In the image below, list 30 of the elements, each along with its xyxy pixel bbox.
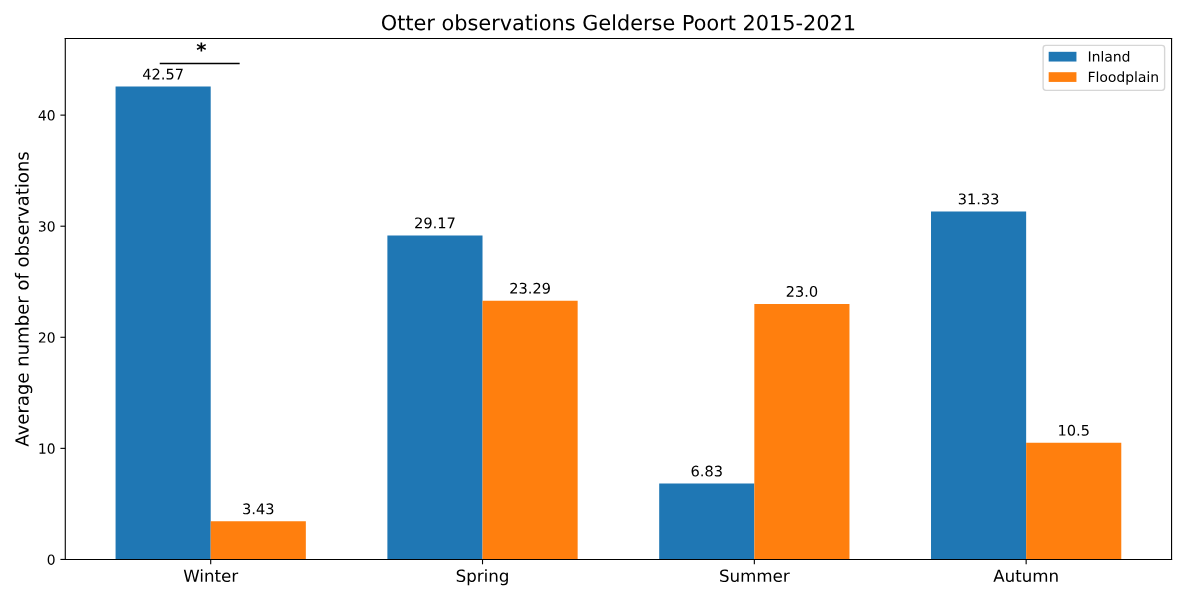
y-tick-label: 40 (38, 110, 55, 121)
bar (482, 300, 578, 560)
data-label: 6.83 (691, 465, 722, 477)
x-tick-label: Summer (720, 569, 790, 583)
bar (754, 303, 850, 560)
bar (210, 521, 306, 560)
y-tick-label: 20 (38, 332, 55, 343)
bar (115, 86, 211, 560)
data-label: 10.5 (1059, 424, 1089, 436)
data-label: 23.0 (786, 285, 818, 297)
y-tick-label: 30 (38, 221, 55, 232)
bar (931, 211, 1027, 560)
y-tick-label: 10 (39, 443, 55, 454)
data-label: 23.29 (510, 282, 550, 294)
bar (659, 483, 755, 560)
y-axis-title: Average number of observations (14, 152, 33, 447)
data-label: 31.33 (958, 193, 999, 205)
y-tick-label: 0 (47, 554, 55, 565)
x-tick-label: Winter (183, 569, 239, 583)
chart-title: Otter observations Gelderse Poort 2015-2021 (381, 14, 855, 31)
x-tick-label: Spring (456, 569, 508, 586)
legend-label: Inland (1088, 50, 1130, 62)
annotation: * (196, 42, 207, 52)
data-label: 29.17 (415, 217, 455, 229)
bar (1026, 442, 1122, 560)
data-label: 3.43 (243, 503, 274, 515)
bar (387, 235, 483, 560)
x-tick-label: Autumn (993, 569, 1058, 583)
data-label: 42.57 (142, 68, 183, 80)
legend-label: Floodplain (1088, 71, 1158, 85)
